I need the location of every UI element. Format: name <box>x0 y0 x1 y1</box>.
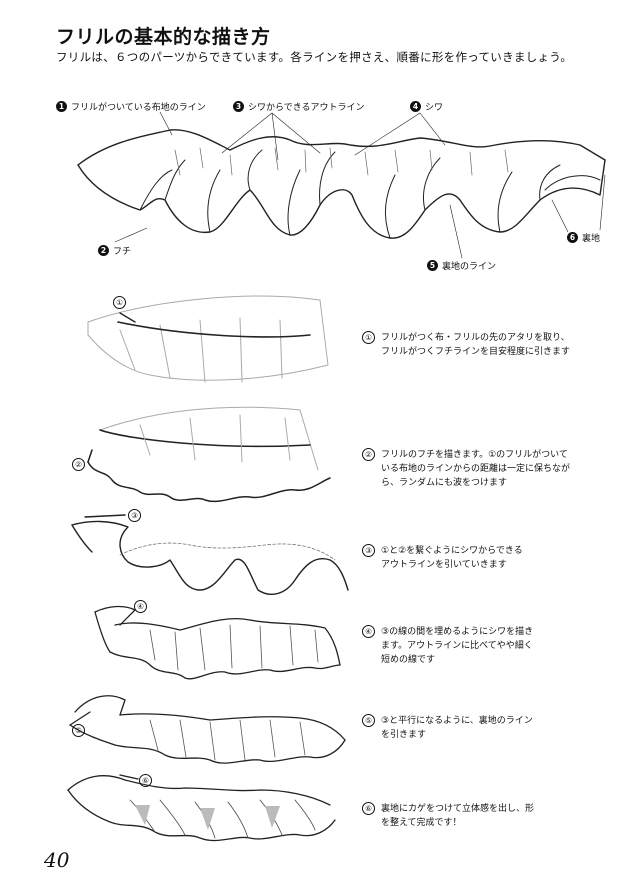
figure-marker-1: ① <box>113 296 126 309</box>
figure-marker-6: ⑥ <box>139 774 152 787</box>
step2-drawing <box>87 406 331 503</box>
figure-marker-4: ④ <box>134 600 147 613</box>
page-title: フリルの基本的な描き方 <box>56 26 271 48</box>
step-2: ② フリルのフチを描きます。①のフリルがついて いる布地のラインからの距離は一定… <box>362 448 592 490</box>
part-label-3: 3 シワからできるアウトライン <box>233 100 365 113</box>
figure-marker-3: ③ <box>128 509 141 522</box>
step5-drawing <box>69 695 346 764</box>
step1-drawing <box>87 295 329 383</box>
part-label-4: 4 シワ <box>410 100 443 113</box>
step3-drawing <box>71 514 349 596</box>
step-5: ⑤ ③と平行になるように、裏地のライン を引きます <box>362 714 592 742</box>
step-6: ⑥ 裏地にカゲをつけて立体感を出し、形 を整えて完成です！ <box>362 802 592 830</box>
part-label-5: 5 裏地のライン <box>427 259 496 272</box>
figure-marker-5: ⑤ <box>72 724 85 737</box>
step-1: ① フリルがつく布・フリルの先のアタリを取り、 フリルがつくフチラインを目安程度… <box>362 331 592 359</box>
step4-drawing <box>94 605 341 680</box>
part-label-2: 2 フチ <box>98 244 131 257</box>
part-label-1: 1 フリルがついている布地のライン <box>56 100 206 113</box>
figure-marker-2: ② <box>72 458 85 471</box>
step-4: ④ ③の線の間を埋めるようにシワを描き ます。アウトラインに比べてやや細く 短め… <box>362 625 592 667</box>
page-number: 40 <box>44 848 70 872</box>
step6-drawing <box>67 774 336 842</box>
page-subtitle: フリルは、６つのパーツからできています。各ラインを押さえ、順番に形を作っていきま… <box>56 50 573 64</box>
main-frill-drawing <box>77 111 606 259</box>
step-3: ③ ①と②を繋ぐようにシワからできる アウトラインを引いていきます <box>362 544 592 572</box>
part-label-6: 6 裏地 <box>567 231 600 244</box>
